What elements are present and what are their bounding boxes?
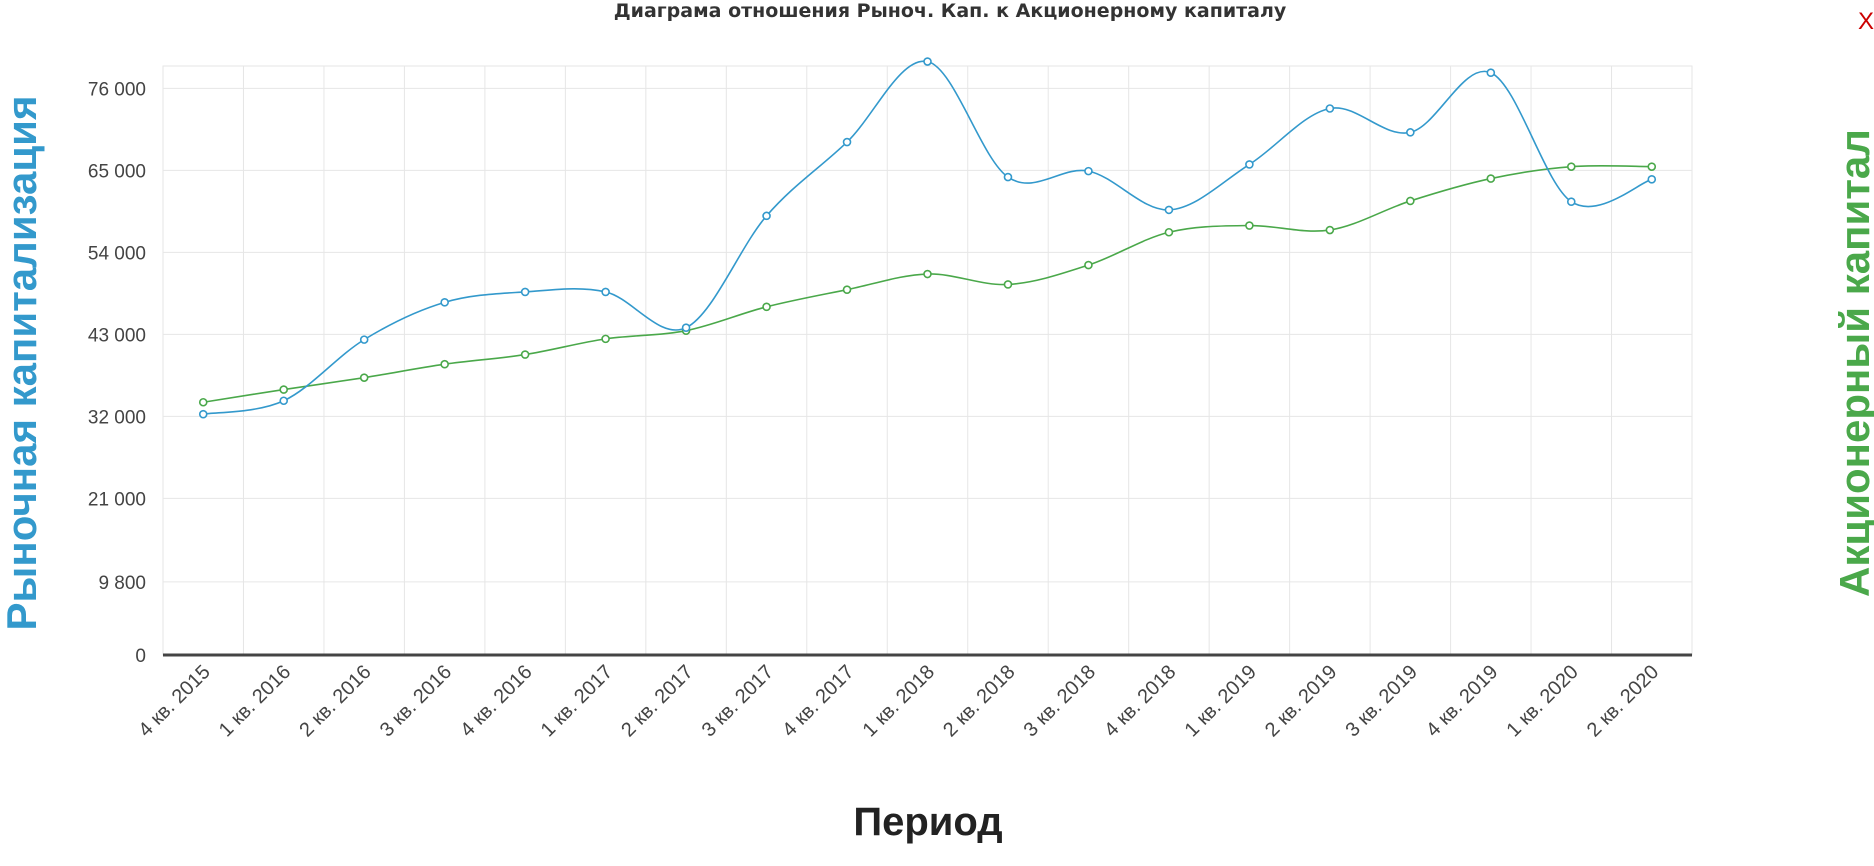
series-line — [203, 60, 1653, 415]
data-point — [1647, 162, 1657, 171]
x-tick-label: 1 кв. 2017 — [537, 661, 617, 741]
data-point — [198, 397, 208, 407]
data-point — [1084, 166, 1093, 176]
x-tick-label: 2 кв. 2019 — [1261, 661, 1341, 741]
data-point — [520, 287, 530, 297]
data-point — [762, 211, 771, 221]
data-point — [1164, 227, 1174, 237]
data-point — [198, 409, 208, 419]
x-tick-label: 3 кв. 2018 — [1020, 661, 1100, 741]
x-tick-label: 3 кв. 2016 — [376, 661, 456, 741]
x-tick-label: 1 кв. 2019 — [1181, 661, 1261, 741]
y-tick-label: 9 800 — [98, 573, 146, 594]
x-tick-label: 4 кв. 2018 — [1100, 661, 1180, 741]
x-tick-label: 2 кв. 2016 — [295, 661, 375, 741]
x-tick-label: 1 кв. 2018 — [859, 661, 939, 741]
data-point — [359, 335, 369, 344]
x-tick-label: 3 кв. 2017 — [698, 661, 778, 741]
data-point — [279, 385, 289, 394]
data-point — [1245, 221, 1254, 230]
data-point — [1406, 196, 1415, 206]
data-point — [601, 334, 610, 344]
x-tick-label: 2 кв. 2020 — [1583, 661, 1663, 741]
data-point — [601, 287, 610, 297]
x-tick-label: 4 кв. 2019 — [1422, 661, 1502, 741]
y-tick-label: 43 000 — [88, 325, 146, 346]
data-point — [520, 350, 530, 359]
y-tick-label: 32 000 — [88, 407, 146, 428]
x-tick-label: 4 кв. 2015 — [134, 661, 214, 741]
y-tick-label: 54 000 — [88, 243, 146, 264]
y-tick-label: 65 000 — [88, 161, 146, 182]
x-tick-label: 2 кв. 2018 — [939, 661, 1019, 741]
series-line — [203, 164, 1652, 404]
data-point — [359, 373, 369, 382]
data-point — [842, 137, 852, 147]
data-point — [440, 298, 449, 307]
x-tick-label: 1 кв. 2016 — [215, 661, 295, 741]
data-point — [1486, 174, 1496, 183]
close-button[interactable]: X — [1857, 8, 1874, 35]
data-point — [1245, 160, 1254, 169]
plot-area — [162, 65, 1693, 656]
y-tick-label: 21 000 — [88, 489, 146, 510]
y-tick-label: 76 000 — [88, 79, 146, 100]
chart-title: Диаграма отношения Рыноч. Кап. к Акционе… — [613, 0, 1287, 22]
data-point — [1486, 68, 1496, 78]
x-axis-label: Период — [853, 800, 1003, 844]
data-point — [1003, 172, 1013, 182]
data-point — [762, 302, 771, 312]
data-point — [1325, 225, 1335, 235]
y-tick-label: 0 — [135, 646, 146, 667]
data-point — [681, 323, 691, 332]
data-point — [923, 57, 932, 66]
data-point — [1647, 175, 1657, 184]
x-tick-label: 3 кв. 2019 — [1341, 661, 1421, 741]
data-point — [279, 396, 289, 406]
x-tick-label: 2 кв. 2017 — [617, 661, 697, 741]
x-tick-label: 4 кв. 2017 — [778, 661, 858, 741]
x-tick-label: 1 кв. 2020 — [1502, 661, 1582, 741]
data-point — [1406, 128, 1415, 137]
x-tick-label: 4 кв. 2016 — [456, 661, 536, 741]
data-point — [1164, 205, 1174, 215]
data-point — [1084, 260, 1093, 270]
data-point — [440, 359, 449, 369]
data-point — [923, 269, 932, 279]
data-point — [1566, 162, 1576, 171]
data-point — [1003, 280, 1013, 289]
data-point — [842, 285, 852, 294]
data-point — [1566, 197, 1576, 206]
data-point — [1325, 104, 1335, 113]
